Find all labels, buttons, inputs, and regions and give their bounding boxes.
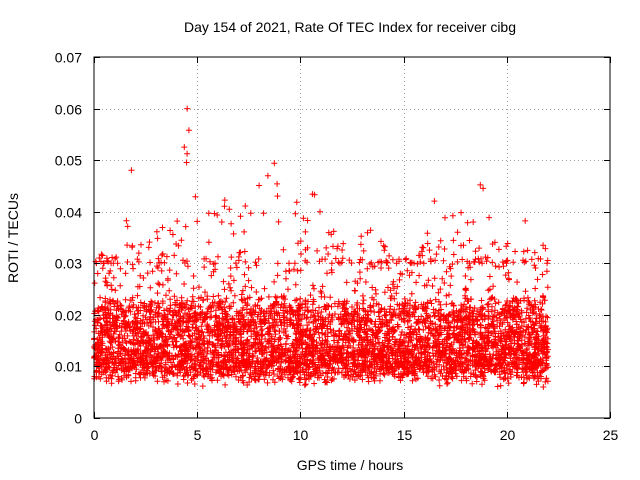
- y-tick-label: 0: [74, 411, 82, 427]
- roti-points: [91, 105, 551, 390]
- x-tick-label: 10: [293, 427, 309, 443]
- axis-ticks: [94, 57, 611, 419]
- y-tick-label: 0.05: [55, 153, 82, 169]
- plot-frame: [93, 56, 611, 419]
- y-tick-label: 0.01: [55, 359, 82, 375]
- x-axis-label: GPS time / hours: [297, 457, 404, 473]
- y-tick-label: 0.06: [55, 102, 82, 118]
- x-tick-label: 0: [91, 427, 99, 443]
- y-axis-label: ROTI / TECUs: [5, 193, 21, 283]
- y-tick-labels: 0 0.01 0.02 0.03 0.04 0.05 0.06 0.07: [55, 50, 82, 427]
- x-tick-labels: 0 5 10 15 20 25: [91, 427, 619, 443]
- x-tick-label: 5: [194, 427, 202, 443]
- data-points: [91, 105, 551, 390]
- y-tick-label: 0.04: [55, 205, 82, 221]
- y-tick-label: 0.02: [55, 308, 82, 324]
- y-tick-label: 0.03: [55, 256, 82, 272]
- x-tick-label: 25: [603, 427, 619, 443]
- x-tick-label: 15: [397, 427, 413, 443]
- chart-title: Day 154 of 2021, Rate Of TEC Index for r…: [184, 19, 516, 35]
- x-tick-label: 20: [500, 427, 516, 443]
- y-tick-label: 0.07: [55, 50, 82, 66]
